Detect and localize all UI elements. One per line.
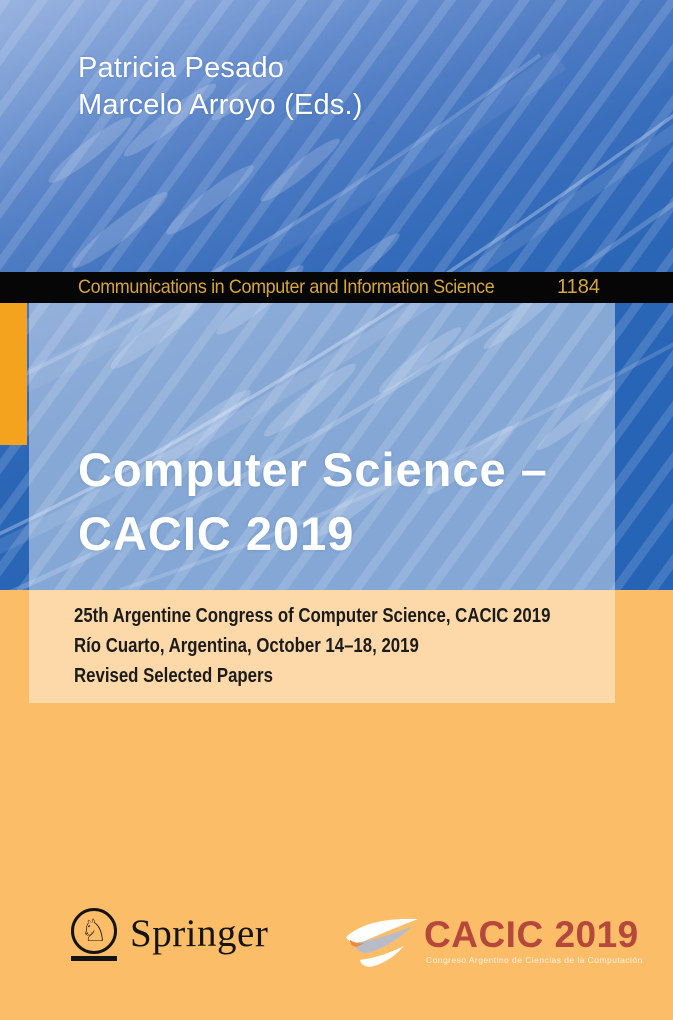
editors-block: Patricia Pesado Marcelo Arroyo (Eds.) (78, 50, 363, 124)
springer-horse-icon: ♘ (70, 906, 118, 962)
accent-square (0, 303, 27, 445)
cacic-swoosh-icon (346, 918, 418, 967)
series-name: Communications in Computer and Informati… (78, 276, 495, 298)
cacic-tagline: Congreso Argentino de Ciencias de la Com… (426, 955, 643, 965)
subtitle-line-2: Río Cuarto, Argentina, October 14–18, 20… (74, 635, 419, 657)
springer-logo-underline (71, 956, 117, 961)
springer-logo: ♘ Springer (70, 906, 268, 962)
title-line-2: CACIC 2019 (78, 507, 355, 560)
cacic-logo: CACIC 2019 Congreso Argentino de Ciencia… (342, 905, 642, 980)
background-orange (0, 590, 673, 1020)
series-volume: 1184 (557, 276, 601, 298)
subtitle-block: 25th Argentine Congress of Computer Scie… (74, 601, 550, 691)
series-bar: Communications in Computer and Informati… (0, 272, 673, 303)
book-title: Computer Science – CACIC 2019 (78, 438, 548, 566)
subtitle-line-1: 25th Argentine Congress of Computer Scie… (74, 605, 551, 627)
cacic-wordmark: CACIC 2019 (424, 914, 639, 955)
editor-name-1: Patricia Pesado (78, 52, 285, 84)
knight-glyph: ♘ (80, 912, 108, 949)
editor-name-2: Marcelo Arroyo (Eds.) (78, 89, 363, 121)
content-panel (29, 303, 615, 703)
subtitle-line-3: Revised Selected Papers (74, 665, 273, 687)
title-line-1: Computer Science – (78, 443, 548, 496)
springer-wordmark: Springer (130, 912, 269, 955)
cover-texture (0, 51, 673, 590)
